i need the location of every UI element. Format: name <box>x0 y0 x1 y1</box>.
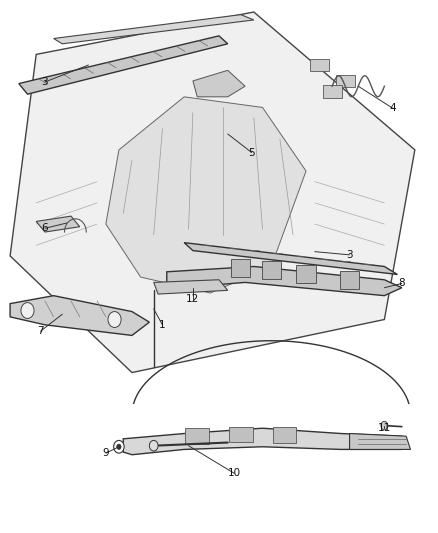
Circle shape <box>114 440 124 453</box>
Polygon shape <box>106 97 306 293</box>
FancyBboxPatch shape <box>272 427 296 442</box>
Text: 4: 4 <box>390 103 396 114</box>
Text: 8: 8 <box>399 278 405 288</box>
Circle shape <box>117 444 121 449</box>
Polygon shape <box>184 243 397 274</box>
FancyBboxPatch shape <box>340 271 359 289</box>
FancyBboxPatch shape <box>229 426 253 442</box>
Text: 10: 10 <box>228 469 241 478</box>
FancyBboxPatch shape <box>336 75 355 87</box>
Circle shape <box>149 440 158 451</box>
Polygon shape <box>10 12 415 373</box>
Polygon shape <box>10 296 149 335</box>
FancyBboxPatch shape <box>297 265 316 284</box>
Circle shape <box>21 303 34 318</box>
Polygon shape <box>36 216 80 232</box>
Polygon shape <box>350 433 410 449</box>
Text: 1: 1 <box>159 320 166 330</box>
FancyBboxPatch shape <box>322 85 342 98</box>
Polygon shape <box>19 36 228 94</box>
FancyBboxPatch shape <box>185 428 209 443</box>
Text: 3: 3 <box>346 250 353 260</box>
Text: 12: 12 <box>186 294 200 304</box>
FancyBboxPatch shape <box>310 59 328 71</box>
Text: 3: 3 <box>42 77 48 87</box>
Circle shape <box>381 421 388 430</box>
Text: 9: 9 <box>102 448 109 458</box>
Text: 11: 11 <box>378 423 391 433</box>
Text: 5: 5 <box>248 148 255 158</box>
FancyBboxPatch shape <box>231 259 251 277</box>
Polygon shape <box>154 280 228 294</box>
Text: 7: 7 <box>37 326 44 336</box>
Polygon shape <box>167 266 402 296</box>
Text: 6: 6 <box>42 223 48 233</box>
Polygon shape <box>193 70 245 97</box>
Polygon shape <box>123 428 402 455</box>
FancyBboxPatch shape <box>261 261 281 279</box>
Circle shape <box>108 312 121 327</box>
Polygon shape <box>53 14 254 44</box>
